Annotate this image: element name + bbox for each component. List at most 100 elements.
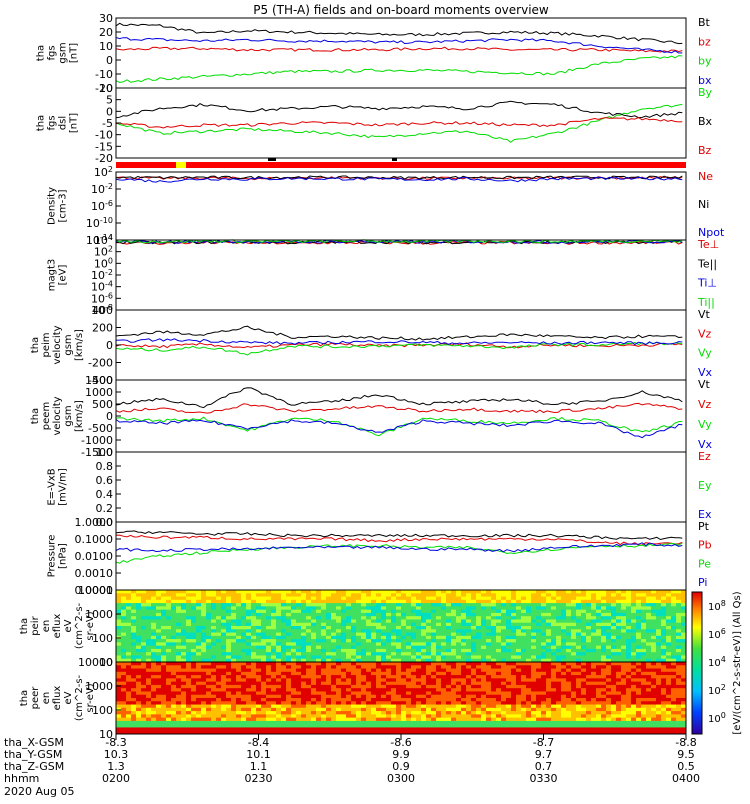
heatmap-cell (461, 678, 467, 682)
heatmap-cell (266, 603, 272, 607)
heatmap-cell (376, 613, 382, 617)
heatmap-cell (511, 721, 517, 725)
heatmap-cell (631, 678, 637, 682)
heatmap-cell (391, 652, 397, 656)
heatmap-cell (676, 708, 682, 712)
heatmap-cell (151, 691, 157, 695)
heatmap-cell (281, 639, 287, 643)
heatmap-cell (126, 688, 132, 692)
heatmap-cell (636, 629, 642, 633)
heatmap-cell (206, 629, 212, 633)
heatmap-cell (611, 721, 617, 725)
heatmap-cell (131, 652, 137, 656)
heatmap-cell (506, 590, 512, 594)
heatmap-cell (156, 600, 162, 604)
heatmap-cell (186, 672, 192, 676)
heatmap-cell (671, 626, 677, 630)
heatmap-cell (586, 649, 592, 653)
heatmap-cell (286, 603, 292, 607)
heatmap-cell (261, 613, 267, 617)
heatmap-cell (396, 600, 402, 604)
heatmap-cell (466, 652, 472, 656)
heatmap-cell (661, 633, 667, 637)
heatmap-cell (561, 606, 567, 610)
heatmap-cell (471, 711, 477, 715)
heatmap-cell (546, 593, 552, 597)
heatmap-cell (571, 655, 577, 659)
heatmap-cell (141, 698, 147, 702)
heatmap-cell (391, 613, 397, 617)
heatmap-cell (321, 701, 327, 705)
ylabel-line: velocity (52, 396, 63, 435)
heatmap-cell (161, 711, 167, 715)
heatmap-cell (181, 705, 187, 709)
heatmap-cell (411, 718, 417, 722)
heatmap-cell (366, 675, 372, 679)
heatmap-cell (181, 633, 187, 637)
heatmap-cell (191, 593, 197, 597)
heatmap-cell (236, 600, 242, 604)
heatmap-cell (436, 708, 442, 712)
heatmap-cell (581, 597, 587, 601)
heatmap-cell (191, 675, 197, 679)
heatmap-cell (196, 642, 202, 646)
heatmap-cell (186, 698, 192, 702)
heatmap-cell (426, 600, 432, 604)
heatmap-cell (121, 613, 127, 617)
heatmap-cell (226, 593, 232, 597)
heatmap-cell (396, 636, 402, 640)
heatmap-cell (386, 633, 392, 637)
heatmap-cell (606, 652, 612, 656)
heatmap-cell (371, 662, 377, 666)
heatmap-cell (201, 711, 207, 715)
heatmap-cell (401, 633, 407, 637)
heatmap-cell (411, 691, 417, 695)
heatmap-cell (406, 652, 412, 656)
heatmap-cell (656, 606, 662, 610)
heatmap-cell (191, 691, 197, 695)
heatmap-cell (401, 652, 407, 656)
heatmap-cell (196, 655, 202, 659)
heatmap-cell (571, 701, 577, 705)
heatmap-cell (546, 682, 552, 686)
heatmap-cell (286, 669, 292, 673)
heatmap-cell (591, 633, 597, 637)
heatmap-cell (141, 649, 147, 653)
heatmap-cell (206, 691, 212, 695)
heatmap-cell (521, 593, 527, 597)
heatmap-cell (211, 691, 217, 695)
heatmap-cell (281, 669, 287, 673)
heatmap-cell (611, 682, 617, 686)
heatmap-cell (501, 593, 507, 597)
heatmap-cell (566, 613, 572, 617)
heatmap-cell (461, 597, 467, 601)
heatmap-cell (576, 688, 582, 692)
heatmap-cell (231, 597, 237, 601)
heatmap-cell (171, 675, 177, 679)
heatmap-cell (381, 685, 387, 689)
heatmap-cell (236, 646, 242, 650)
heatmap-cell (666, 711, 672, 715)
heatmap-cell (581, 695, 587, 699)
heatmap-cell (646, 613, 652, 617)
heatmap-cell (351, 613, 357, 617)
heatmap-cell (331, 691, 337, 695)
heatmap-cell (451, 682, 457, 686)
heatmap-cell (291, 682, 297, 686)
heatmap-cell (466, 639, 472, 643)
heatmap-cell (316, 597, 322, 601)
heatmap-cell (441, 613, 447, 617)
heatmap-cell (446, 646, 452, 650)
heatmap-cell (481, 718, 487, 722)
heatmap-cell (171, 613, 177, 617)
heatmap-cell (376, 711, 382, 715)
heatmap-cell (161, 646, 167, 650)
heatmap-cell (166, 603, 172, 607)
heatmap-cell (396, 678, 402, 682)
heatmap-cell (256, 606, 262, 610)
heatmap-cell (586, 708, 592, 712)
heatmap-cell (121, 688, 127, 692)
heatmap-cell (541, 721, 547, 725)
heatmap-cell (456, 613, 462, 617)
heatmap-cell (301, 629, 307, 633)
